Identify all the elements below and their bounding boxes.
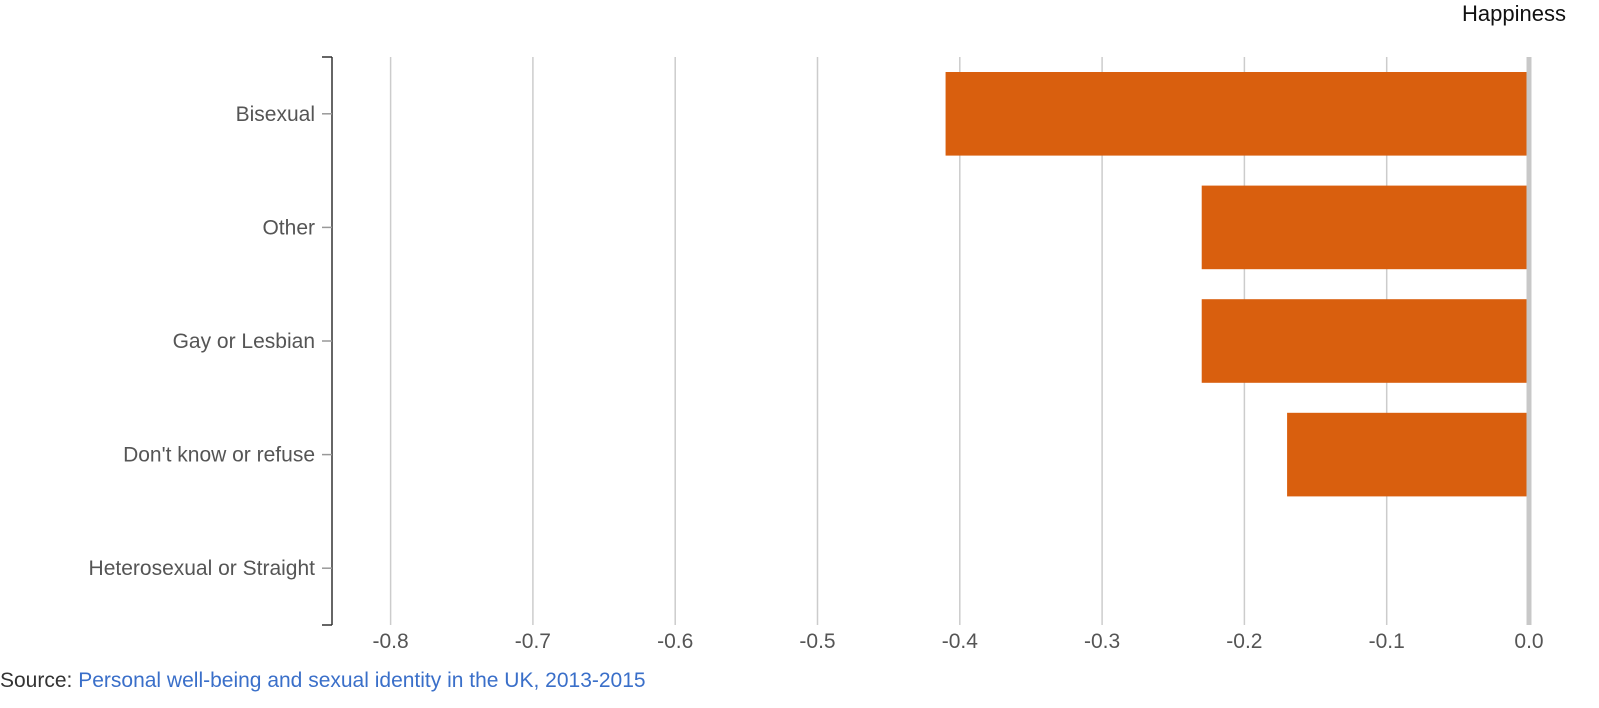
x-tick-label: -0.5 xyxy=(799,630,835,653)
bar xyxy=(945,72,1527,156)
bar xyxy=(1201,185,1527,270)
bar xyxy=(1287,412,1527,497)
x-tick-label: -0.2 xyxy=(1226,630,1262,653)
x-tick-label: 0.0 xyxy=(1514,630,1543,653)
x-tick-label: -0.3 xyxy=(1084,630,1120,653)
x-tick-label: -0.8 xyxy=(373,630,409,653)
bar xyxy=(1201,299,1527,383)
x-tick-label: -0.7 xyxy=(515,630,551,653)
series-title: Happiness xyxy=(1462,1,1566,26)
source-link[interactable]: Personal well-being and sexual identity … xyxy=(78,669,646,692)
bars xyxy=(945,57,1532,625)
category-label: Other xyxy=(262,216,315,239)
category-label: Heterosexual or Straight xyxy=(89,557,316,580)
x-axis-ticks: -0.8 -0.7 -0.6 -0.5 -0.4 -0.3 -0.2 -0.1 0.0 xyxy=(373,630,1544,653)
x-tick-label: -0.4 xyxy=(942,630,979,653)
category-label: Don't know or refuse xyxy=(123,444,315,467)
y-axis: Bisexual Other Gay or Lesbian Don't know or… xyxy=(89,56,333,626)
source-note: Source: Personal well-being and sexual i… xyxy=(0,669,646,693)
category-label: Gay or Lesbian xyxy=(173,330,315,353)
x-tick-label: -0.1 xyxy=(1369,630,1405,653)
category-label: Bisexual xyxy=(236,103,315,126)
source-prefix: Source: xyxy=(0,669,79,692)
x-tick-label: -0.6 xyxy=(657,630,693,653)
